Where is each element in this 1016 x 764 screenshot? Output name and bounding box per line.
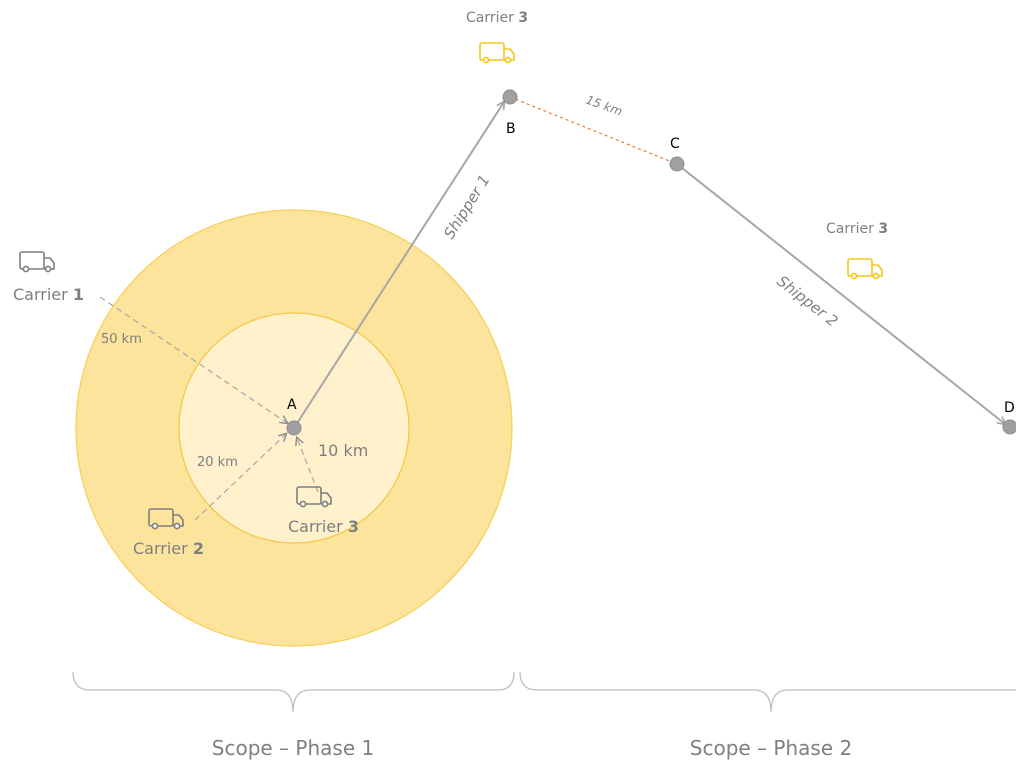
carrier3-a-label: Carrier 3 xyxy=(288,517,359,536)
route-shipper1-label: Shipper 1 xyxy=(440,172,493,243)
scope-phase2-label: Scope – Phase 2 xyxy=(690,736,852,760)
label-point-b: B xyxy=(506,121,516,137)
carrier3-b-label: Carrier 3 xyxy=(466,10,528,26)
route-shipper2-label: Shipper 2 xyxy=(774,272,842,330)
scope-phase1-brace xyxy=(72,671,515,713)
label-point-c: C xyxy=(670,136,680,152)
label-point-d: D xyxy=(1004,400,1015,416)
carrier3-d-truck-icon xyxy=(847,258,883,280)
carrier3-d-number: 3 xyxy=(878,221,888,237)
node-b xyxy=(502,89,518,105)
carrier3-d-prefix: Carrier xyxy=(826,221,874,237)
carrier2-label: Carrier 2 xyxy=(133,539,204,558)
distance-mid-label: 20 km xyxy=(197,455,238,470)
carrier1-label: Carrier 1 xyxy=(13,285,84,304)
carrier3-b-truck-icon xyxy=(479,42,515,64)
route-shipper2 xyxy=(676,163,1005,424)
carrier2-to-a-arrow xyxy=(194,434,286,521)
carrier2-number: 2 xyxy=(193,539,204,558)
distance-outer-label: 50 km xyxy=(101,332,142,347)
route-shipper1 xyxy=(293,102,504,429)
carrier1-prefix: Carrier xyxy=(13,285,68,304)
carrier3-b-number: 3 xyxy=(518,10,528,26)
carrier1-truck-icon xyxy=(19,251,55,273)
scope-phase2-brace xyxy=(519,671,1016,713)
label-point-a: A xyxy=(287,397,297,413)
distance-inner-label: 10 km xyxy=(318,441,368,460)
carrier3-d-label: Carrier 3 xyxy=(826,221,888,237)
carrier3-b-prefix: Carrier xyxy=(466,10,514,26)
carrier3-a-prefix: Carrier xyxy=(288,517,343,536)
carrier1-number: 1 xyxy=(73,285,84,304)
scope-phase1-label: Scope – Phase 1 xyxy=(212,736,374,760)
node-d xyxy=(1002,419,1016,435)
carrier2-prefix: Carrier xyxy=(133,539,188,558)
node-c xyxy=(669,156,685,172)
distance-bc-label: 15 km xyxy=(584,93,624,119)
carrier1-to-a-arrow xyxy=(99,296,287,423)
node-a xyxy=(286,420,302,436)
carrier3-a-number: 3 xyxy=(348,517,359,536)
